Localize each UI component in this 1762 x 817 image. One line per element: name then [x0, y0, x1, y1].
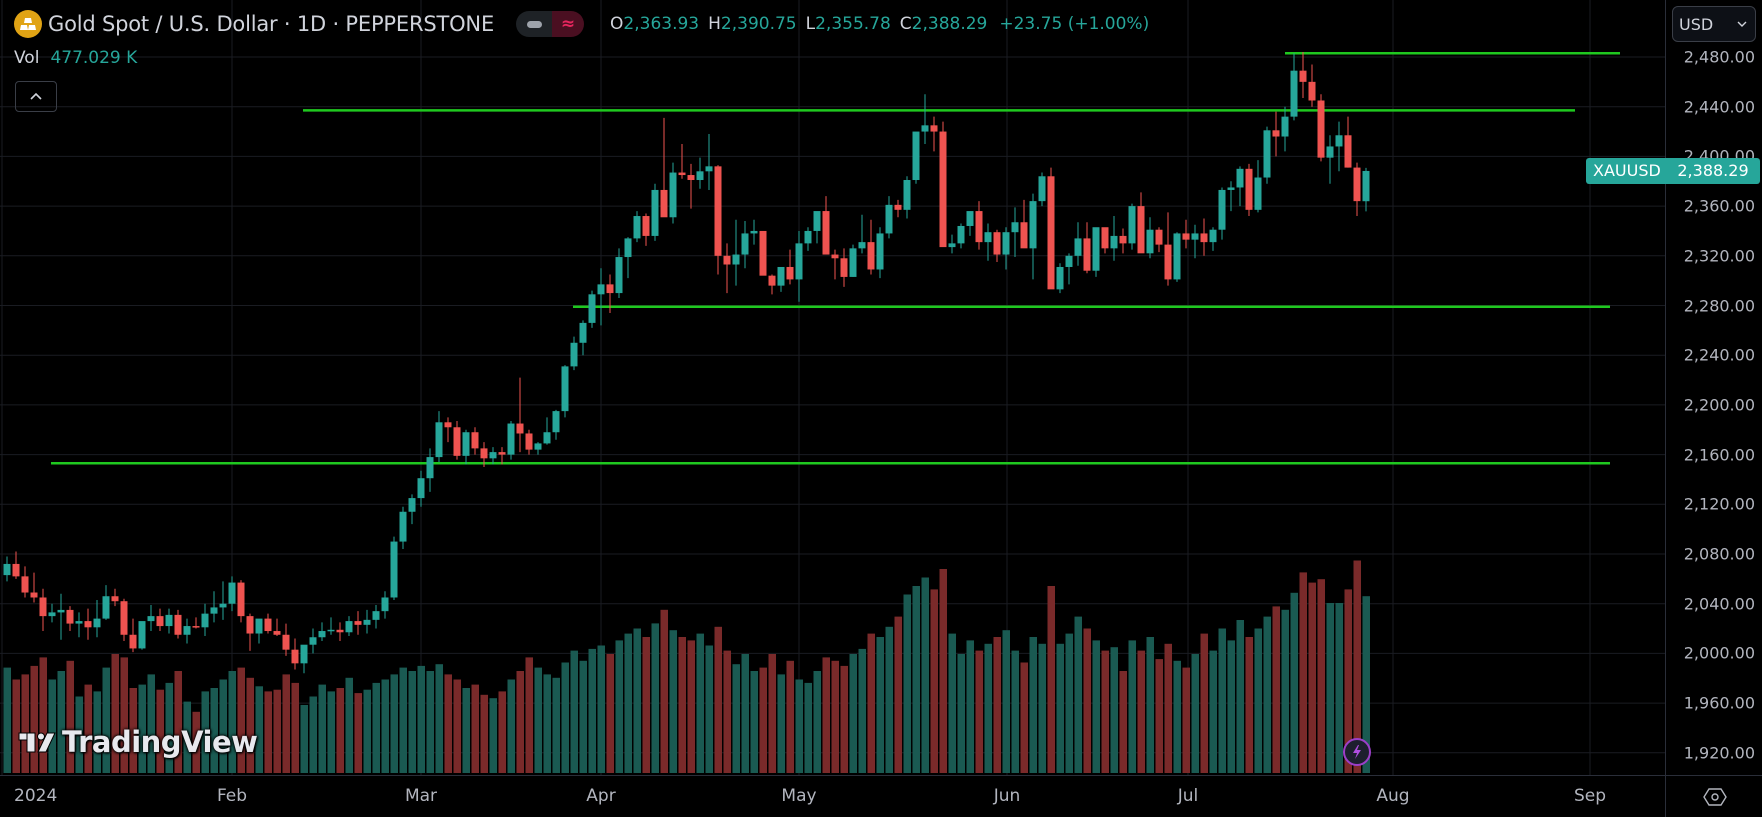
open-label: O	[610, 14, 624, 34]
low-value: 2,355.78	[815, 14, 891, 34]
hide-legend-button[interactable]	[516, 11, 553, 37]
approximate-icon[interactable]: ≈	[552, 11, 585, 37]
price-tick: 2,320.00	[1683, 246, 1755, 266]
currency-selector[interactable]: USD	[1672, 6, 1756, 42]
price-tick: 2,200.00	[1683, 395, 1755, 415]
tradingview-logo[interactable]: TradingView	[18, 725, 258, 759]
high-value: 2,390.75	[720, 14, 797, 34]
time-label: Aug	[1376, 786, 1410, 806]
time-label: Apr	[586, 786, 616, 806]
price-tick: 2,000.00	[1683, 643, 1755, 663]
open-value: 2,363.93	[623, 14, 700, 34]
tradingview-logo-icon	[18, 732, 56, 753]
symbol-legend: Gold Spot / U.S. Dollar · 1D · PEPPERSTO…	[14, 10, 1149, 38]
volume-value: 477.029 K	[50, 48, 138, 68]
collapse-legend-button[interactable]	[15, 81, 57, 112]
tradingview-wordmark: TradingView	[62, 725, 258, 759]
ohlc-values: O 2,363.93 H 2,390.75 L 2,355.78 C 2,388.29 …	[610, 14, 1149, 34]
price-chart-canvas[interactable]	[0, 0, 1665, 775]
volume-label: Vol	[14, 48, 40, 68]
horizontal-support-resistance-lines	[51, 52, 1620, 465]
price-tick: 2,440.00	[1683, 97, 1755, 117]
chart-grid	[0, 0, 1665, 775]
settings-hexagon-icon	[1702, 787, 1727, 806]
time-label: Jul	[1177, 786, 1199, 806]
time-label: Jun	[993, 786, 1021, 806]
close-label: C	[899, 14, 912, 34]
volume-bars	[3, 560, 1370, 773]
price-tick: 2,360.00	[1683, 196, 1755, 216]
legend-toggle-group: ≈	[516, 11, 585, 37]
symbol-price-tag: XAUUSD	[1586, 157, 1668, 184]
low-label: L	[805, 14, 816, 34]
volume-legend[interactable]: Vol 477.029 K	[14, 48, 137, 68]
time-label: Feb	[216, 786, 248, 806]
price-tick: 2,280.00	[1683, 296, 1755, 315]
price-tick: 2,120.00	[1683, 494, 1755, 514]
price-axis[interactable]: 2,480.00 2,440.00 2,400.00 2,360.00 2,320.00…	[1665, 0, 1762, 775]
chevron-down-icon	[1737, 21, 1747, 27]
close-value: 2,388.29	[911, 14, 988, 34]
currency-value: USD	[1679, 14, 1714, 34]
time-label: Sep	[1573, 786, 1607, 806]
symbol-title[interactable]: Gold Spot / U.S. Dollar · 1D · PEPPERSTO…	[48, 12, 495, 36]
price-tick: 1,920.00	[1683, 743, 1755, 763]
last-price-label: 2,388.29	[1666, 157, 1760, 184]
price-tick: 2,480.00	[1683, 47, 1755, 67]
candlestick-series	[3, 52, 1370, 674]
time-label: May	[781, 786, 817, 806]
time-axis[interactable]: 2024 Feb Mar Apr May Jun Jul Aug Sep	[0, 775, 1665, 817]
price-tick: 1,960.00	[1683, 693, 1755, 713]
price-tick: 2,240.00	[1683, 345, 1755, 365]
news-lightning-button[interactable]	[1343, 738, 1371, 766]
lightning-icon	[1353, 745, 1361, 759]
chevron-up-icon	[30, 92, 42, 100]
high-label: H	[708, 14, 721, 34]
price-change: +23.75 (+1.00%)	[999, 14, 1150, 34]
time-label: 2024	[14, 786, 58, 806]
chart-settings-button[interactable]	[1665, 775, 1762, 817]
time-label: Mar	[404, 786, 438, 806]
gold-bars-icon[interactable]	[14, 10, 42, 38]
price-tick: 2,160.00	[1683, 445, 1755, 465]
minus-icon	[526, 20, 542, 28]
price-tick: 2,080.00	[1683, 544, 1755, 564]
price-tick: 2,040.00	[1683, 594, 1755, 614]
